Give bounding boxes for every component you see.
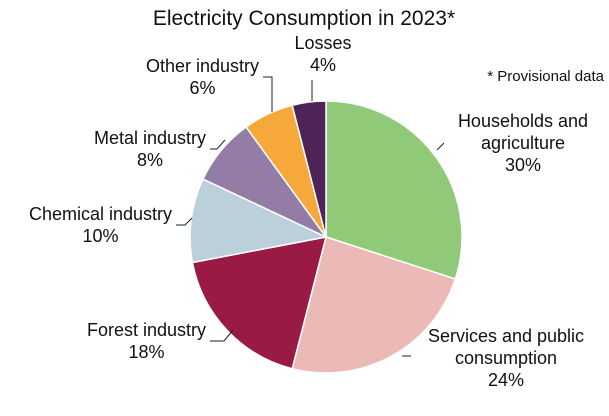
slice-label-text: Households and <box>458 111 588 131</box>
slice-services-and-public-consumption <box>291 236 457 374</box>
slice-label-text: Metal industry <box>94 128 206 148</box>
slice-labels: Households and agriculture 30% Services and… <box>29 33 588 390</box>
leader-lines <box>176 76 445 357</box>
slice-value-label: 30% <box>505 155 541 175</box>
chart-note: * Provisional data <box>487 68 604 85</box>
slice-label-households-and-agriculture: Households and agriculture 30% <box>458 111 588 175</box>
slice-value-label: 6% <box>189 78 215 98</box>
slice-value-label: 24% <box>488 370 524 390</box>
slice-value-label: 10% <box>82 226 118 246</box>
slice-label-forest-industry: Forest industry 18% <box>87 320 206 362</box>
slice-label-text: Losses <box>294 33 351 53</box>
slice-label-text: agriculture <box>481 133 565 153</box>
slice-value-label: 8% <box>137 150 163 170</box>
slice-forest-industry <box>191 236 328 370</box>
slice-label-services-and-public-consumption: Services and public consumption 24% <box>428 326 584 390</box>
leader-line-chemical-industry <box>176 217 193 226</box>
slice-label-other-industry: Other industry 6% <box>146 56 259 98</box>
slice-label-losses: Losses 4% <box>294 33 351 75</box>
slice-value-label: 18% <box>128 342 164 362</box>
leader-line-households-and-agriculture <box>436 142 445 151</box>
slice-label-chemical-industry: Chemical industry 10% <box>29 204 172 246</box>
leader-line-metal-industry <box>210 139 226 150</box>
slice-label-text: consumption <box>455 348 557 368</box>
slice-losses <box>291 100 327 238</box>
leader-line-other-industry <box>263 76 273 112</box>
slice-label-metal-industry: Metal industry 8% <box>94 128 206 170</box>
chart-title: Electricity Consumption in 2023* <box>153 7 455 30</box>
slice-label-text: Other industry <box>146 56 259 76</box>
slice-label-text: Forest industry <box>87 320 206 340</box>
slice-label-text: Services and public <box>428 326 584 346</box>
slice-value-label: 4% <box>310 55 336 75</box>
slice-chemical-industry <box>189 178 329 264</box>
slice-label-text: Chemical industry <box>29 204 172 224</box>
slice-households-and-agriculture <box>325 100 463 280</box>
leader-line-forest-industry <box>210 329 234 342</box>
pie-slices <box>189 100 463 374</box>
